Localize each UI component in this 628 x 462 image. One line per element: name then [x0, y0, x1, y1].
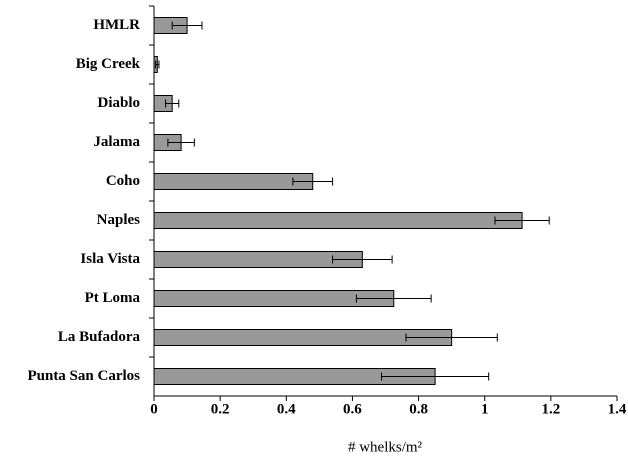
error-bar — [405, 333, 498, 342]
x-tick-label: 0 — [150, 401, 158, 417]
y-tick-label: Punta San Carlos — [27, 368, 140, 384]
error-bar — [171, 21, 203, 30]
x-tick-label: 0.2 — [211, 401, 230, 417]
x-tick-label: 1 — [481, 401, 489, 417]
y-tick-label: HMLR — [93, 17, 140, 33]
error-bar — [494, 216, 550, 225]
x-tick-label: 0.4 — [277, 401, 296, 417]
y-tick-label: Naples — [97, 212, 141, 228]
x-tick-label: 1.2 — [541, 401, 560, 417]
y-tick-label: Pt Loma — [85, 290, 141, 306]
x-tick-label: 0.6 — [343, 401, 362, 417]
error-bar — [332, 255, 393, 264]
y-tick-label: Isla Vista — [80, 251, 140, 267]
y-tick-label: Coho — [106, 173, 140, 189]
error-bar — [167, 138, 195, 147]
error-bar — [381, 372, 490, 381]
y-tick-label: Big Creek — [76, 56, 141, 72]
error-bar — [292, 177, 334, 186]
bar — [153, 173, 314, 190]
bar — [153, 212, 523, 229]
x-axis-label: # whelks/m² — [348, 439, 423, 455]
y-tick-label: Jalama — [93, 134, 140, 150]
bar — [153, 251, 363, 268]
y-tick-label: La Bufadora — [58, 329, 141, 345]
x-tick-label: 1.4 — [608, 401, 627, 417]
error-bar — [155, 60, 160, 69]
x-tick-label: 0.8 — [409, 401, 428, 417]
error-bar — [165, 99, 180, 108]
error-bar — [355, 294, 432, 303]
y-tick-label: Diablo — [97, 95, 140, 111]
